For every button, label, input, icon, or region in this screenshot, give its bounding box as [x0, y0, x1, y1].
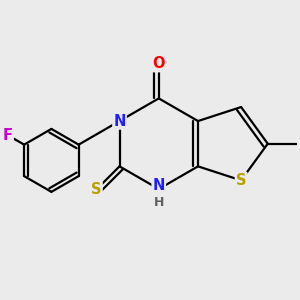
Text: O: O	[152, 56, 165, 71]
Text: N: N	[113, 113, 126, 128]
Text: N: N	[153, 178, 165, 194]
Text: S: S	[236, 173, 246, 188]
Text: S: S	[91, 182, 102, 197]
Text: F: F	[3, 128, 13, 143]
Text: H: H	[154, 196, 164, 209]
